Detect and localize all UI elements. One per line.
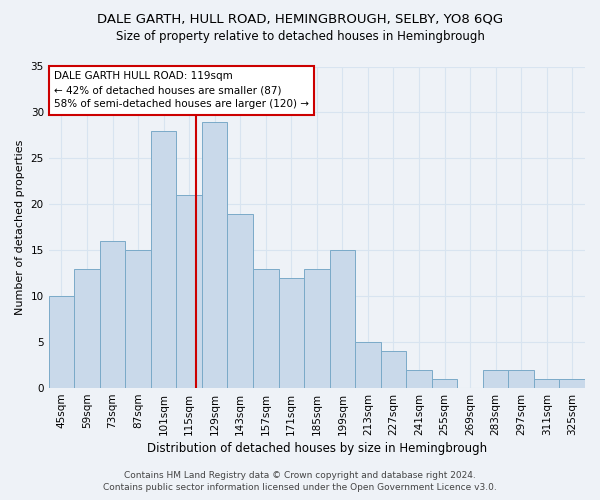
Bar (253, 268, 278, 388)
Text: DALE GARTH HULL ROAD: 119sqm
← 42% of detached houses are smaller (87)
58% of se: DALE GARTH HULL ROAD: 119sqm ← 42% of de… (54, 72, 309, 110)
Text: DALE GARTH, HULL ROAD, HEMINGBROUGH, SELBY, YO8 6QG: DALE GARTH, HULL ROAD, HEMINGBROUGH, SEL… (97, 12, 503, 26)
Bar (100, 241, 125, 388)
Bar (176, 195, 202, 388)
Bar (432, 379, 457, 388)
Bar (483, 370, 508, 388)
Text: Size of property relative to detached houses in Hemingbrough: Size of property relative to detached ho… (116, 30, 484, 43)
Bar (49, 296, 74, 388)
Bar (406, 370, 432, 388)
Y-axis label: Number of detached properties: Number of detached properties (15, 140, 25, 315)
Bar (125, 250, 151, 388)
Bar (74, 268, 100, 388)
Bar (151, 131, 176, 388)
Bar (329, 250, 355, 388)
Bar (355, 342, 380, 388)
Bar (202, 122, 227, 388)
Bar (559, 379, 585, 388)
Bar (278, 278, 304, 388)
Bar (380, 352, 406, 388)
Bar (304, 268, 329, 388)
Text: Contains HM Land Registry data © Crown copyright and database right 2024.
Contai: Contains HM Land Registry data © Crown c… (103, 471, 497, 492)
Bar (227, 214, 253, 388)
Bar (534, 379, 559, 388)
Bar (508, 370, 534, 388)
X-axis label: Distribution of detached houses by size in Hemingbrough: Distribution of detached houses by size … (147, 442, 487, 455)
